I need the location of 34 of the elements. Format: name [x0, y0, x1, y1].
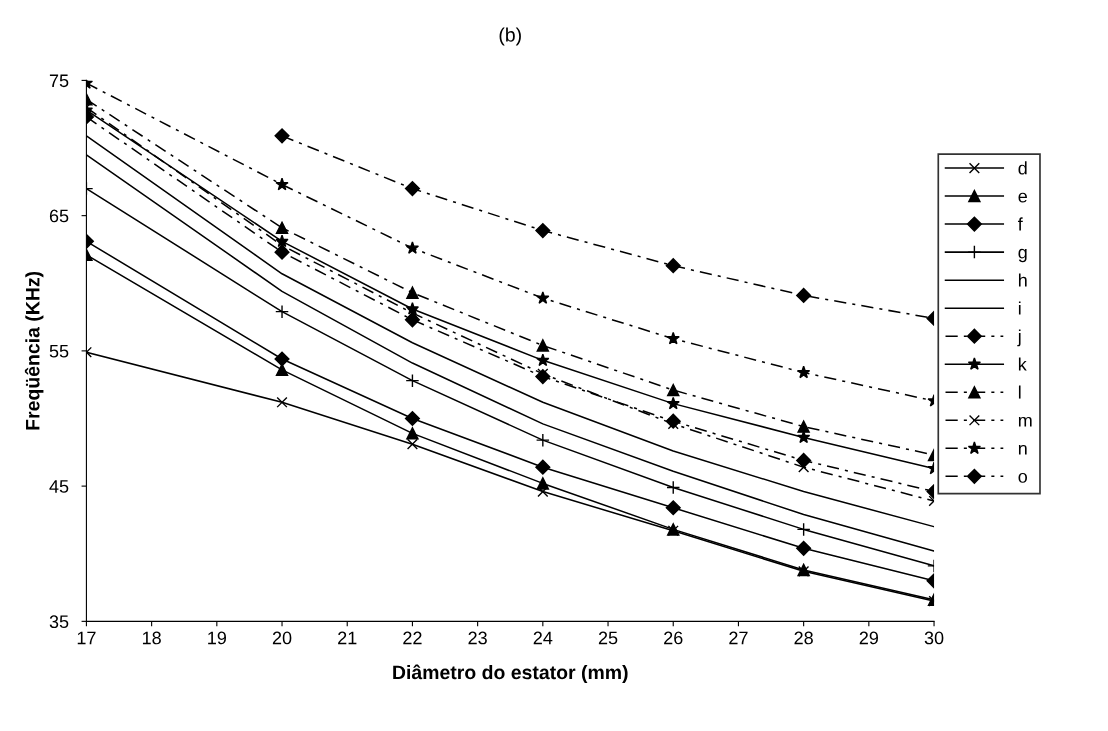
y-tick-label: 75: [49, 74, 69, 88]
y-tick-label: 35: [49, 615, 69, 629]
x-tick-label: 24: [533, 631, 553, 645]
x-tick-label: 22: [403, 631, 422, 645]
x-tick-label: 17: [77, 631, 96, 645]
x-tick-label: 25: [598, 631, 618, 645]
x-tick-label: 18: [142, 631, 161, 645]
x-tick-label: 29: [859, 631, 879, 645]
legend-label: k: [1018, 357, 1027, 371]
legend-label: e: [1018, 192, 1027, 203]
legend-label: m: [1018, 416, 1032, 427]
legend-label: f: [1017, 217, 1023, 231]
x-axis-title: Diâmetro do estator (mm): [393, 664, 628, 684]
x-tick-label: 19: [208, 631, 227, 645]
y-tick-label: 65: [49, 209, 69, 223]
x-tick-label: 28: [794, 631, 813, 645]
legend-label: n: [1018, 444, 1027, 455]
x-tick-label: 21: [338, 631, 357, 645]
x-tick-label: 23: [468, 631, 487, 645]
legend-label: g: [1018, 248, 1027, 263]
legend-label: i: [1018, 301, 1021, 315]
legend-label: h: [1018, 273, 1027, 287]
chart-title: (b): [499, 27, 521, 46]
x-tick-label: 20: [272, 631, 292, 645]
legend-label: l: [1018, 385, 1021, 399]
legend-label: o: [1018, 472, 1028, 483]
x-tick-label: 30: [924, 631, 944, 645]
y-tick-label: 55: [49, 345, 69, 358]
legend-label: j: [1017, 329, 1021, 347]
x-tick-label: 26: [664, 631, 683, 645]
y-axis-title: Freqüência (KHz): [24, 271, 44, 430]
x-tick-label: 27: [729, 631, 748, 645]
legend-label: d: [1018, 161, 1027, 175]
y-tick-label: 45: [49, 480, 69, 493]
